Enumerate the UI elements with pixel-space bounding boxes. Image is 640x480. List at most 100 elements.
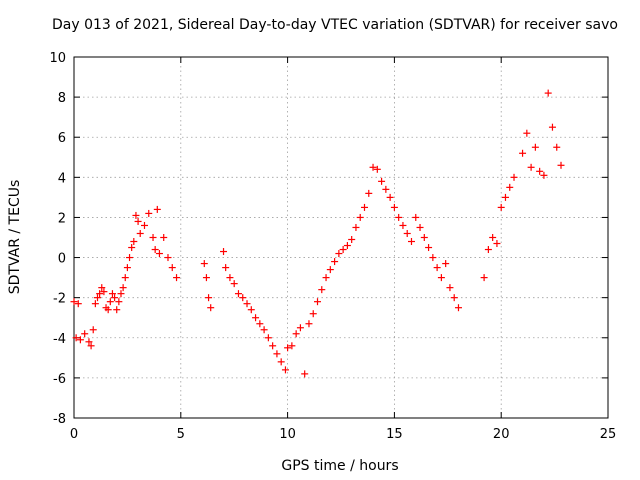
data-point <box>348 236 356 244</box>
data-point <box>523 129 531 137</box>
x-tick-label: 0 <box>70 427 78 442</box>
data-point <box>106 298 114 306</box>
data-point <box>493 240 501 248</box>
data-point <box>117 290 125 298</box>
data-point <box>519 149 527 157</box>
x-tick-label: 20 <box>493 427 510 442</box>
data-point <box>326 266 334 274</box>
data-point <box>220 248 228 256</box>
data-point <box>489 234 497 241</box>
data-point <box>437 274 445 282</box>
data-point <box>269 342 277 350</box>
y-axis-label: SDTVAR / TECUs <box>7 180 23 295</box>
data-point <box>450 294 458 302</box>
data-point <box>480 274 488 282</box>
x-axis-label: GPS time / hours <box>281 458 398 474</box>
data-point <box>76 336 84 344</box>
data-point <box>412 213 420 221</box>
data-point <box>407 238 415 246</box>
data-point <box>230 280 238 288</box>
data-point <box>540 171 548 179</box>
data-point <box>273 350 281 358</box>
data-point <box>96 290 104 298</box>
data-point <box>173 274 181 282</box>
data-point <box>100 288 108 296</box>
data-point <box>484 246 492 254</box>
data-point <box>322 274 330 282</box>
data-point <box>365 189 373 197</box>
data-point <box>335 250 343 258</box>
data-point <box>510 173 518 181</box>
data-point <box>81 330 89 338</box>
data-point <box>420 234 428 241</box>
x-tick-label: 10 <box>279 427 296 442</box>
data-point <box>360 203 368 211</box>
data-point <box>132 211 140 219</box>
data-point <box>425 244 433 252</box>
y-tick-label: 8 <box>58 91 66 106</box>
x-tick-label: 5 <box>177 427 185 442</box>
data-point <box>369 163 377 171</box>
grid-layer <box>74 57 608 418</box>
data-point <box>292 330 300 338</box>
data-point <box>256 320 264 328</box>
data-point <box>151 246 159 254</box>
y-tick-label: -4 <box>53 332 66 347</box>
data-point <box>309 310 317 318</box>
data-point <box>239 294 247 302</box>
data-point <box>433 264 441 272</box>
data-point <box>288 342 296 350</box>
data-point <box>85 338 93 346</box>
data-point <box>506 183 514 191</box>
data-points <box>70 89 565 378</box>
data-point <box>108 290 116 298</box>
data-point <box>153 205 161 213</box>
data-point <box>149 234 157 241</box>
data-point <box>145 209 153 217</box>
data-point <box>416 223 424 231</box>
y-tick-label: -6 <box>53 372 66 387</box>
data-point <box>260 326 268 334</box>
data-point <box>140 221 148 229</box>
data-point <box>403 229 411 237</box>
data-point <box>331 258 339 266</box>
data-point <box>339 246 347 254</box>
data-point <box>93 294 101 302</box>
plot-frame <box>73 56 609 419</box>
data-point <box>74 300 82 308</box>
x-tick-label: 15 <box>386 427 403 442</box>
data-point <box>87 342 95 350</box>
data-point <box>373 165 381 173</box>
data-point <box>305 320 313 328</box>
data-point <box>284 344 292 352</box>
data-point <box>119 284 127 292</box>
data-point <box>128 244 136 252</box>
data-point <box>442 260 450 268</box>
data-point <box>72 334 80 342</box>
chart-title: Day 013 of 2021, Sidereal Day-to-day VTE… <box>52 17 618 33</box>
y-tick-label: -2 <box>53 292 66 307</box>
data-point <box>226 274 234 282</box>
data-point <box>252 314 260 322</box>
tick-layer: 0 5 10 15 20 25 -8 -6 -4 -2 0 2 4 6 8 10 <box>49 51 616 442</box>
data-point <box>454 304 462 312</box>
data-point <box>222 264 230 272</box>
data-point <box>281 366 289 374</box>
x-tick-label: 25 <box>600 427 617 442</box>
y-tick-label: 10 <box>49 51 66 66</box>
data-point <box>104 306 112 314</box>
data-point <box>155 250 163 258</box>
data-point <box>544 89 552 97</box>
data-point <box>168 264 176 272</box>
data-point <box>531 143 539 151</box>
data-point <box>527 163 535 171</box>
data-point <box>382 185 390 193</box>
data-point <box>200 260 208 268</box>
data-point <box>70 298 78 306</box>
data-point <box>205 294 213 302</box>
data-point <box>89 326 97 334</box>
data-point <box>234 290 242 298</box>
data-point <box>536 167 544 175</box>
data-point <box>115 298 123 306</box>
